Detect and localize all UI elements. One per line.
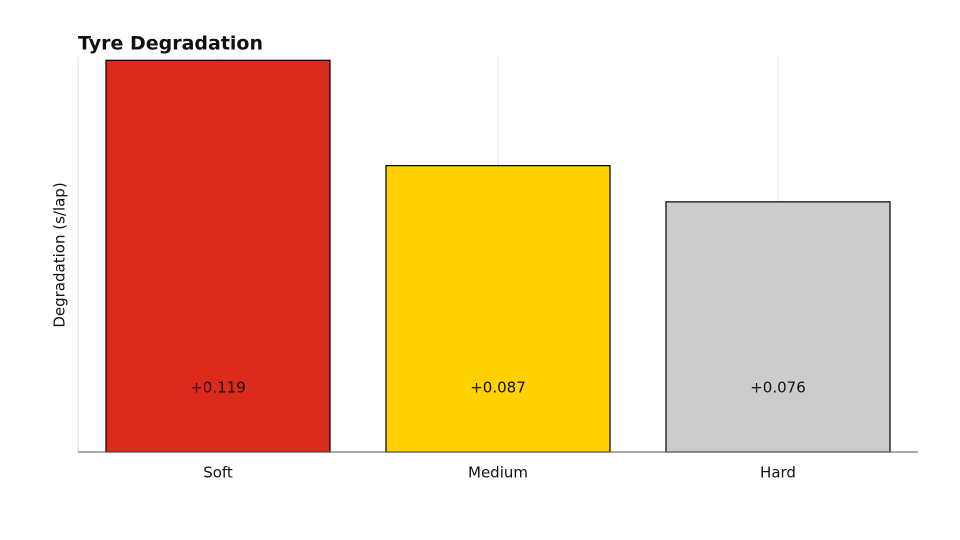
y-axis-label: Degradation (s/lap) — [51, 182, 69, 327]
bar — [665, 201, 891, 453]
value-label: +0.119 — [190, 379, 246, 397]
chart-title: Tyre Degradation — [78, 33, 263, 55]
x-tick-label: Soft — [203, 464, 233, 482]
x-tick-label: Hard — [760, 464, 796, 482]
bar — [105, 59, 331, 453]
value-label: +0.076 — [750, 379, 806, 397]
bar — [385, 165, 611, 453]
value-label: +0.087 — [470, 379, 526, 397]
x-tick-label: Medium — [468, 464, 528, 482]
